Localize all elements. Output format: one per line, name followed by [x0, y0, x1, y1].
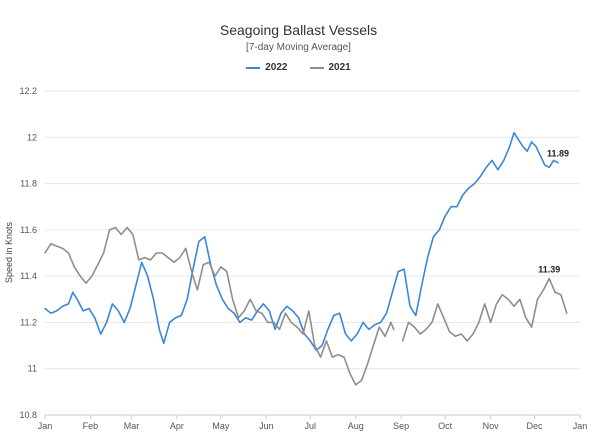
x-tick-label: Apr	[170, 421, 184, 431]
y-tick-label: 10.8	[19, 410, 37, 420]
x-tick-label: Dec	[527, 421, 544, 431]
y-tick-label: 12.2	[19, 86, 37, 96]
series-end-label-2021: 11.39	[538, 264, 560, 274]
y-tick-label: 11.4	[20, 271, 37, 281]
series-line-2022	[44, 131, 559, 351]
x-tick-label: Jan	[38, 421, 53, 431]
chart-title: Seagoing Ballast Vessels	[219, 22, 378, 38]
x-tick-label: Oct	[438, 421, 453, 431]
x-tick-label: Jul	[305, 421, 317, 431]
x-tick-label: Jun	[259, 421, 274, 431]
chart-subtitle: [7-day Moving Average]	[246, 42, 351, 53]
x-tick-label: Sep	[393, 421, 409, 431]
legend-label-2022: 2022	[265, 62, 288, 73]
y-axis-label: Speed in Knots	[4, 221, 14, 283]
x-tick-label: Mar	[124, 421, 140, 431]
chart-legend: 2022 2021	[0, 62, 597, 73]
legend-item-2022[interactable]: 2022	[246, 62, 288, 73]
x-tick-label: Feb	[83, 421, 99, 431]
y-tick-label: 11	[28, 364, 37, 374]
series-line-2021	[44, 226, 568, 386]
y-tick-label: 12	[27, 132, 37, 142]
legend-label-2021: 2021	[328, 62, 351, 73]
y-tick-label: 11.2	[20, 317, 37, 327]
legend-swatch-2022	[246, 66, 261, 69]
y-tick-label: 11.8	[20, 179, 37, 189]
series-end-label-2022: 11.89	[547, 149, 569, 159]
x-tick-label: Aug	[348, 421, 364, 431]
legend-item-2021[interactable]: 2021	[309, 62, 351, 73]
x-tick-label: Jan	[573, 421, 588, 431]
x-tick-label: Nov	[483, 421, 500, 431]
legend-swatch-2021	[309, 66, 324, 69]
y-tick-label: 11.6	[20, 225, 37, 235]
x-tick-label: May	[212, 421, 230, 431]
